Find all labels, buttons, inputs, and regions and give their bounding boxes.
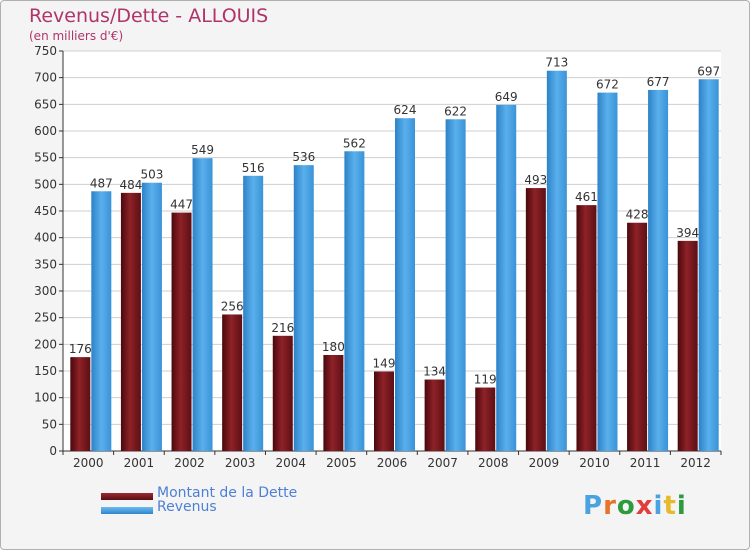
- bar-revenus: [395, 118, 415, 451]
- value-label-revenus: 697: [697, 64, 720, 78]
- bar-dette: [70, 357, 91, 451]
- logo-letter: P: [583, 491, 604, 521]
- logo-letter: x: [635, 491, 654, 521]
- x-tick-label: 2009: [529, 456, 560, 470]
- bar-revenus: [192, 158, 213, 451]
- value-label-revenus: 622: [444, 104, 467, 118]
- value-label-revenus: 649: [495, 90, 518, 104]
- x-tick-label: 2001: [124, 456, 155, 470]
- logo-letter: t: [663, 491, 677, 521]
- value-label-revenus: 624: [394, 103, 417, 117]
- value-label-revenus: 562: [343, 136, 366, 150]
- bar-revenus: [698, 79, 719, 452]
- logo-letter: r: [603, 491, 617, 521]
- y-tick-label: 750: [34, 44, 57, 58]
- bar-revenus: [91, 191, 112, 451]
- value-label-revenus: 672: [596, 78, 619, 92]
- logo-letter: i: [653, 491, 664, 521]
- chart-subtitle: (en milliers d'€): [29, 29, 124, 43]
- bar-revenus: [648, 89, 669, 451]
- legend-swatch-dette: [101, 493, 153, 500]
- y-tick-label: 300: [34, 284, 57, 298]
- bar-dette: [677, 240, 698, 451]
- y-tick-label: 250: [34, 311, 57, 325]
- y-tick-label: 50: [42, 417, 57, 431]
- bar-dette: [171, 212, 192, 451]
- value-label-dette: 461: [575, 190, 598, 204]
- value-label-revenus: 536: [292, 150, 315, 164]
- bar-dette: [323, 355, 344, 451]
- bar-revenus: [243, 175, 264, 452]
- bar-dette: [374, 371, 394, 451]
- bar-dette: [475, 387, 496, 451]
- chart-title: Revenus/Dette - ALLOUIS: [29, 5, 269, 27]
- value-label-revenus: 677: [647, 75, 670, 89]
- legend-label-revenus: Revenus: [157, 499, 217, 515]
- value-label-dette: 180: [322, 340, 345, 354]
- value-label-revenus: 549: [191, 143, 214, 157]
- bar-dette: [222, 314, 243, 451]
- x-tick-label: 2010: [579, 456, 610, 470]
- value-label-revenus: 516: [242, 161, 265, 175]
- legend-label-dette: Montant de la Dette: [157, 485, 298, 501]
- y-tick-label: 400: [34, 231, 57, 245]
- proxiti-logo: Proxiti: [583, 491, 687, 521]
- bar-dette: [120, 192, 141, 451]
- y-tick-label: 550: [34, 151, 57, 165]
- x-tick-label: 2007: [427, 456, 458, 470]
- y-tick-label: 500: [34, 177, 57, 191]
- bar-dette: [424, 379, 445, 451]
- value-label-revenus: 713: [545, 56, 568, 70]
- bar-revenus: [344, 151, 365, 451]
- value-label-dette: 484: [119, 178, 142, 192]
- y-tick-label: 150: [34, 364, 57, 378]
- value-label-dette: 394: [676, 226, 699, 240]
- value-label-dette: 216: [271, 321, 294, 335]
- bar-revenus: [445, 119, 466, 452]
- value-label-revenus: 487: [90, 176, 113, 190]
- value-label-dette: 447: [170, 198, 193, 212]
- y-tick-label: 200: [34, 337, 57, 351]
- y-tick-label: 450: [34, 204, 57, 218]
- x-tick-label: 2012: [680, 456, 711, 470]
- value-label-dette: 149: [373, 357, 396, 371]
- bar-dette: [272, 335, 293, 451]
- x-tick-label: 2003: [225, 456, 256, 470]
- legend-swatch-revenus: [101, 507, 153, 514]
- x-tick-label: 2000: [73, 456, 104, 470]
- x-tick-label: 2004: [275, 456, 306, 470]
- y-tick-label: 100: [34, 391, 57, 405]
- bar-revenus: [496, 104, 517, 451]
- bar-revenus: [597, 92, 618, 451]
- value-label-dette: 176: [69, 342, 92, 356]
- value-label-dette: 493: [524, 173, 547, 187]
- y-tick-label: 650: [34, 97, 57, 111]
- logo-letter: i: [676, 491, 687, 521]
- y-tick-label: 600: [34, 124, 57, 138]
- y-tick-label: 0: [49, 444, 57, 458]
- value-label-dette: 134: [423, 365, 446, 379]
- x-tick-label: 2005: [326, 456, 357, 470]
- y-tick-label: 350: [34, 257, 57, 271]
- x-tick-label: 2008: [478, 456, 509, 470]
- bar-revenus: [141, 182, 162, 451]
- value-label-dette: 119: [474, 373, 497, 387]
- bar-revenus: [293, 165, 314, 451]
- y-tick-label: 700: [34, 71, 57, 85]
- value-label-dette: 428: [626, 208, 649, 222]
- logo-letter: o: [616, 491, 636, 521]
- bar-dette: [576, 205, 597, 451]
- x-tick-label: 2006: [377, 456, 408, 470]
- value-label-dette: 256: [221, 299, 244, 313]
- x-tick-label: 2002: [174, 456, 205, 470]
- x-tick-label: 2011: [630, 456, 661, 470]
- bar-revenus: [546, 70, 567, 451]
- bar-dette: [525, 188, 546, 452]
- value-label-revenus: 503: [140, 168, 163, 182]
- bar-dette: [627, 222, 648, 451]
